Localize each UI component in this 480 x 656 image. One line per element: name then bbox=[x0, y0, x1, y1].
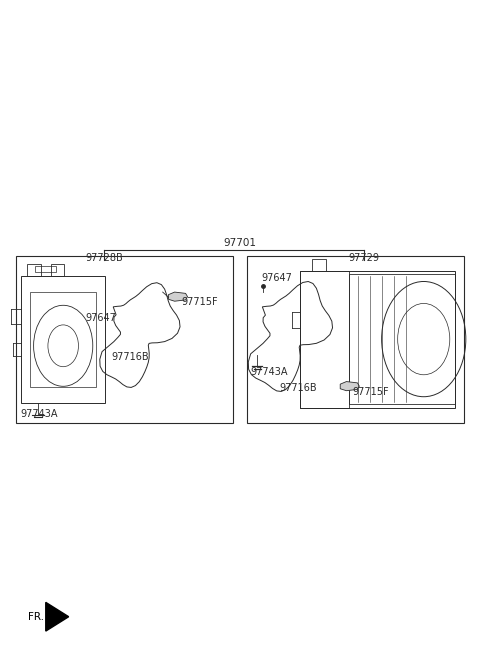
Bar bbox=[312, 258, 326, 270]
Polygon shape bbox=[340, 382, 360, 391]
Text: 97729: 97729 bbox=[348, 253, 380, 262]
Bar bbox=[51, 264, 64, 276]
Bar bbox=[35, 266, 56, 272]
Text: 97743A: 97743A bbox=[251, 367, 288, 377]
Bar bbox=[349, 274, 455, 405]
Text: 97701: 97701 bbox=[224, 238, 256, 249]
Text: FR.: FR. bbox=[28, 612, 44, 622]
Bar bbox=[247, 256, 464, 422]
Text: 97647: 97647 bbox=[85, 313, 116, 323]
Text: 97647: 97647 bbox=[262, 274, 292, 283]
Text: 97743A: 97743A bbox=[21, 409, 58, 419]
Bar bbox=[30, 292, 96, 387]
Polygon shape bbox=[168, 292, 188, 301]
Text: 97716B: 97716B bbox=[111, 352, 149, 362]
Text: 97716B: 97716B bbox=[279, 383, 317, 393]
Polygon shape bbox=[46, 602, 69, 631]
Bar bbox=[300, 270, 349, 407]
Text: 97728B: 97728B bbox=[85, 253, 123, 262]
Text: 97715F: 97715F bbox=[353, 387, 389, 397]
Text: 97715F: 97715F bbox=[182, 297, 218, 307]
Bar bbox=[300, 270, 455, 407]
Bar bbox=[22, 276, 105, 403]
Bar bbox=[16, 256, 233, 422]
Bar bbox=[27, 264, 40, 276]
